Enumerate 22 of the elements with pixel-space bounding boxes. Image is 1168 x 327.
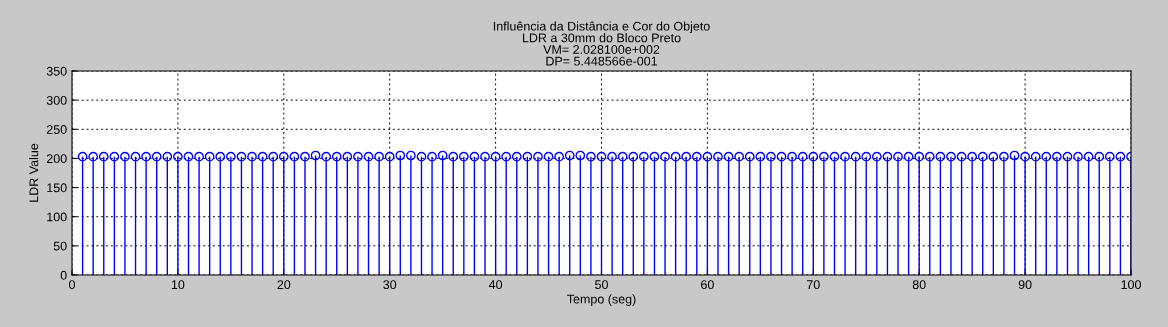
x-tick-label: 100 (1121, 280, 1141, 290)
x-tick-label: 20 (277, 280, 291, 290)
chart-title: Influência da Distância e Cor do Objeto LDR a 30mm do Bloco Preto VM= 2.028100e+002 DP= 5.448566e-001 (493, 21, 710, 66)
y-tick-label: 350 (46, 66, 67, 76)
x-axis-title: Tempo (seg) (567, 294, 636, 306)
x-tick-label: 70 (806, 280, 820, 290)
y-axis-title: LDR Value (29, 143, 39, 202)
x-tick-label: 50 (595, 280, 608, 290)
x-tick-label: 60 (701, 280, 714, 290)
y-tick-label: 200 (46, 154, 67, 164)
x-tick-label: 90 (1018, 280, 1032, 290)
x-tick-label: 10 (171, 280, 185, 290)
x-tick-label: 0 (69, 280, 75, 290)
x-tick-label: 30 (383, 280, 397, 290)
y-tick-label: 50 (53, 241, 67, 251)
y-tick-label: 300 (46, 95, 67, 105)
x-tick-label: 40 (488, 280, 503, 290)
x-tick-label: 80 (912, 280, 926, 290)
y-tick-label: 150 (47, 183, 67, 193)
y-tick-label: 0 (60, 270, 67, 280)
y-tick-label: 100 (47, 212, 67, 222)
y-tick-label: 250 (46, 125, 67, 134)
